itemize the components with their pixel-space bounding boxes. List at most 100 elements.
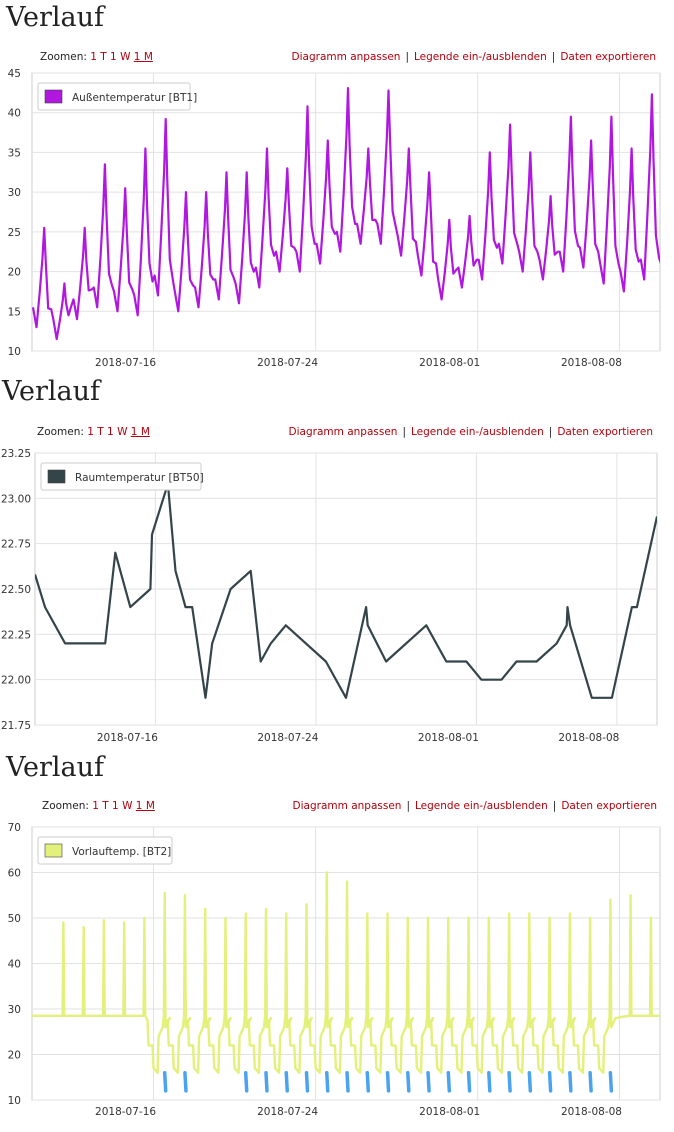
return-temperature-mark (507, 1070, 512, 1093)
chart-legend: Raumtemperatur [BT50] (40, 462, 204, 491)
legend-label: Vorlauftemp. [BT2] (72, 846, 171, 858)
panel-title: Verlauf (6, 752, 105, 783)
series-line-flow-temperature (32, 871, 660, 1074)
zoom-1-month[interactable]: 1 M (135, 800, 155, 812)
y-tick-label: 40 (8, 108, 21, 120)
toggle-legend-link[interactable]: Legende ein-/ausblenden (411, 426, 544, 438)
return-temperature-mark (162, 1070, 168, 1093)
y-tick-label: 20 (8, 267, 21, 279)
zoom-label: Zoomen: (42, 800, 89, 812)
zoom-1-day[interactable]: 1 T (87, 426, 104, 438)
return-temperature-mark (588, 1070, 593, 1093)
zoom-1-month[interactable]: 1 M (130, 426, 150, 438)
return-temperature-mark (426, 1070, 431, 1093)
customize-chart-link[interactable]: Diagramm anpassen (288, 426, 398, 438)
legend-swatch (44, 843, 63, 858)
legend-swatch (47, 469, 66, 484)
zoom-1-week[interactable]: 1 W (107, 426, 128, 438)
zoom-1-day[interactable]: 1 T (90, 51, 107, 63)
y-tick-label: 23.25 (1, 448, 31, 460)
series-group (35, 482, 657, 699)
export-data-link[interactable]: Daten exportieren (560, 51, 656, 63)
return-temperature-mark (466, 1070, 472, 1093)
toggle-legend-link[interactable]: Legende ein-/ausblenden (415, 800, 548, 812)
chart-panel-2: Verlauf Zoomen: 1 T 1 W 1 M Diagramm anp… (0, 376, 674, 752)
x-tick-label: 2018-07-16 (95, 357, 156, 369)
return-temperature-mark (547, 1070, 553, 1093)
return-temperature-mark (446, 1070, 452, 1093)
y-tick-label: 40 (8, 959, 21, 971)
return-temperature-mark (304, 1070, 310, 1093)
room-temperature-chart: 21.75 22.00 22.25 22.50 22.75 23.00 23.25 2018-… (1, 448, 658, 744)
chart-legend: Außentemperatur [BT1] (37, 82, 197, 111)
y-tick-label: 22.25 (1, 629, 31, 641)
zoom-bar: Zoomen: 1 T 1 W 1 M (42, 800, 155, 812)
customize-chart-link[interactable]: Diagramm anpassen (292, 800, 402, 812)
legend-box (37, 836, 173, 865)
chart-panel-1: Verlauf Zoomen: 1 T 1 W 1 M Diagramm anp… (0, 0, 674, 378)
y-tick-label: 15 (8, 306, 21, 318)
y-tick-label: 30 (8, 187, 21, 199)
return-temperature-mark (243, 1070, 249, 1093)
x-tick-label: 2018-07-24 (257, 357, 318, 369)
chart-actions: Diagramm anpassen | Legende ein-/ausblende… (292, 800, 657, 812)
outdoor-temperature-chart: 10 15 20 25 30 35 40 45 2018-07-16 2018-07-24 2018… (8, 68, 661, 369)
return-temperature-mark (527, 1070, 533, 1093)
return-temperature-mark (284, 1070, 289, 1093)
x-tick-label: 2018-08-08 (561, 1106, 622, 1118)
zoom-1-month[interactable]: 1 M (133, 51, 153, 63)
return-temperature-mark (365, 1070, 371, 1093)
y-tick-label: 50 (8, 913, 21, 925)
chart-actions: Diagramm anpassen | Legende ein-/ausblende… (288, 426, 653, 438)
y-tick-label: 22.00 (1, 675, 31, 687)
y-tick-label: 21.75 (1, 720, 31, 732)
y-tick-label: 70 (8, 822, 21, 834)
chart-panel-3: Verlauf Zoomen: 1 T 1 W 1 M Diagramm anp… (0, 752, 674, 1132)
chart-legend: Vorlauftemp. [BT2] (37, 836, 173, 865)
x-tick-label: 2018-07-16 (97, 732, 158, 744)
x-tick-label: 2018-07-24 (257, 1106, 318, 1118)
return-temperature-mark (325, 1070, 330, 1093)
chart-actions: Diagramm anpassen | Legende ein-/ausblende… (291, 51, 656, 63)
toggle-legend-link[interactable]: Legende ein-/ausblenden (414, 51, 547, 63)
customize-chart-link[interactable]: Diagramm anpassen (291, 51, 401, 63)
return-temperature-mark (608, 1070, 614, 1093)
y-tick-label: 35 (8, 147, 21, 159)
return-temperature-mark (385, 1070, 391, 1093)
zoom-label: Zoomen: (40, 51, 87, 63)
x-tick-label: 2018-08-08 (561, 357, 622, 369)
y-tick-label: 60 (8, 868, 21, 880)
legend-label: Außentemperatur [BT1] (72, 92, 197, 104)
x-tick-label: 2018-07-24 (257, 732, 318, 744)
return-temperature-mark (406, 1070, 411, 1093)
y-tick-label: 20 (8, 1050, 21, 1062)
y-tick-label: 10 (8, 346, 21, 358)
zoom-1-day[interactable]: 1 T (92, 800, 109, 812)
x-tick-label: 2018-08-08 (558, 732, 619, 744)
return-temperature-mark (568, 1070, 573, 1093)
zoom-bar: Zoomen: 1 T 1 W 1 M (37, 426, 150, 438)
export-data-link[interactable]: Daten exportieren (557, 426, 653, 438)
zoom-1-week[interactable]: 1 W (110, 51, 131, 63)
flow-temperature-chart: 10 20 30 40 50 60 70 2018-07-16 2018-07-24 2018-0… (8, 822, 661, 1118)
return-temperature-mark (183, 1070, 188, 1093)
series-line-room-temperature (35, 482, 657, 699)
export-data-link[interactable]: Daten exportieren (561, 800, 657, 812)
zoom-label: Zoomen: (37, 426, 84, 438)
zoom-1-week[interactable]: 1 W (112, 800, 133, 812)
legend-box (40, 462, 202, 491)
series-line-outdoor-temperature (32, 87, 660, 341)
x-tick-label: 2018-07-16 (95, 1106, 156, 1118)
series-group (32, 871, 660, 1093)
legend-box (37, 82, 191, 111)
legend-label: Raumtemperatur [BT50] (75, 472, 204, 484)
y-tick-label: 10 (8, 1095, 21, 1107)
y-tick-label: 22.50 (1, 584, 31, 596)
panel-title: Verlauf (2, 376, 101, 407)
series-group (32, 87, 660, 341)
x-tick-label: 2018-08-01 (419, 1106, 480, 1118)
zoom-bar: Zoomen: 1 T 1 W 1 M (40, 51, 153, 63)
panel-title: Verlauf (6, 2, 105, 33)
y-tick-label: 45 (8, 68, 21, 80)
return-temperature-mark (487, 1070, 492, 1093)
